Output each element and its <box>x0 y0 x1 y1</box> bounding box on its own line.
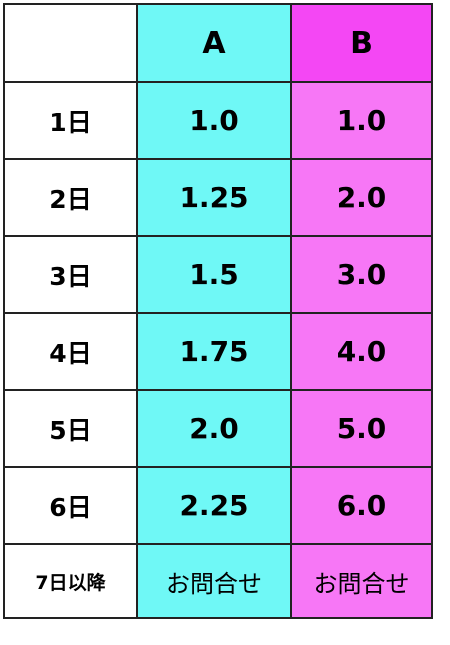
value-b: 3.0 <box>290 235 433 314</box>
header-empty-cell <box>3 3 138 83</box>
value-a: 2.0 <box>136 389 292 468</box>
table-row: 1日 1.0 1.0 <box>3 81 433 160</box>
row-label: 7日以降 <box>3 543 138 619</box>
value-a: 1.75 <box>136 312 292 391</box>
row-label: 1日 <box>3 81 138 160</box>
header-column-a: A <box>136 3 292 83</box>
value-b: 6.0 <box>290 466 433 545</box>
row-label: 6日 <box>3 466 138 545</box>
value-a: 1.25 <box>136 158 292 237</box>
table-row: 4日 1.75 4.0 <box>3 312 433 391</box>
table-row: 3日 1.5 3.0 <box>3 235 433 314</box>
row-label: 2日 <box>3 158 138 237</box>
table-row: 7日以降 お問合せ お問合せ <box>3 543 433 619</box>
value-b-contact: お問合せ <box>290 543 433 619</box>
value-b: 2.0 <box>290 158 433 237</box>
rate-table: A B 1日 1.0 1.0 2日 1.25 2.0 3日 1.5 3.0 4日… <box>3 3 433 619</box>
table-row: 5日 2.0 5.0 <box>3 389 433 468</box>
value-b: 5.0 <box>290 389 433 468</box>
table-header-row: A B <box>3 3 433 83</box>
value-a: 1.5 <box>136 235 292 314</box>
value-b: 1.0 <box>290 81 433 160</box>
value-a-contact: お問合せ <box>136 543 292 619</box>
value-a: 2.25 <box>136 466 292 545</box>
table-row: 6日 2.25 6.0 <box>3 466 433 545</box>
row-label: 5日 <box>3 389 138 468</box>
row-label: 3日 <box>3 235 138 314</box>
row-label: 4日 <box>3 312 138 391</box>
value-b: 4.0 <box>290 312 433 391</box>
table-row: 2日 1.25 2.0 <box>3 158 433 237</box>
value-a: 1.0 <box>136 81 292 160</box>
header-column-b: B <box>290 3 433 83</box>
